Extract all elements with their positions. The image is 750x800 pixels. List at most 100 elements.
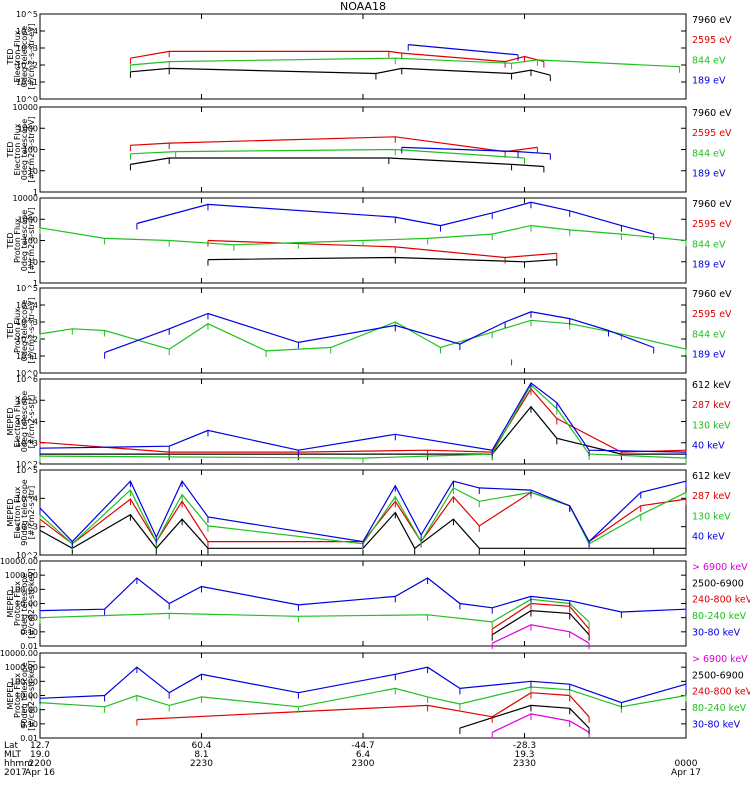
legend-entry: 240-800 keV xyxy=(692,595,750,606)
series-line xyxy=(491,624,590,644)
y-axis-label: Electron Flux xyxy=(13,30,22,82)
y-tick-label: 10^4 xyxy=(16,27,38,36)
series-line xyxy=(130,67,551,76)
y-axis-label: TED xyxy=(6,322,15,339)
y-axis-label: MEPED xyxy=(6,408,15,436)
y-tick-label: 10^3 xyxy=(16,318,38,327)
series-line xyxy=(491,609,590,636)
y-tick-label: 100 xyxy=(23,146,38,155)
y-axis-label: [#/cm2-s-str-eV] xyxy=(27,297,36,363)
chart-title: NOAA18 xyxy=(340,0,386,13)
series-line xyxy=(207,256,557,263)
x-tick-label: Apr 16 xyxy=(25,768,55,778)
y-tick-label: 10^2 xyxy=(16,551,38,560)
y-axis-label: MEPED xyxy=(6,590,15,618)
x-tick-label: Apr 17 xyxy=(671,768,701,778)
y-tick-label: 10^6 xyxy=(16,375,38,384)
y-axis-label: Proton Flux xyxy=(13,218,22,263)
legend-entry: 287 keV xyxy=(692,400,731,411)
y-tick-label: 10 xyxy=(28,258,38,267)
x-tick-label: 6.4 xyxy=(356,750,371,760)
legend-entry: 287 keV xyxy=(692,491,731,502)
x-tick-label: 19.3 xyxy=(514,750,534,760)
x-row-label: hhmm xyxy=(4,759,33,769)
legend-entry: 844 eV xyxy=(692,148,726,159)
y-tick-label: 0.10 xyxy=(20,628,38,637)
legend-entry: 189 eV xyxy=(692,76,726,87)
y-axis-label: 0deg telescope xyxy=(20,210,29,271)
x-tick-label: 2300 xyxy=(352,759,375,769)
x-tick-label: -44.7 xyxy=(351,741,374,751)
legend-entry: 2595 eV xyxy=(692,309,732,320)
legend-entry: 130 keV xyxy=(692,420,731,431)
x-tick-label: 0000 xyxy=(675,759,698,769)
y-tick-label: 10^3 xyxy=(16,439,38,448)
y-tick-label: 10000.00 xyxy=(0,557,38,566)
y-axis-label: Electron Flux xyxy=(13,123,22,175)
y-tick-label: 10000 xyxy=(13,194,38,203)
x-tick-label: 19.0 xyxy=(30,750,50,760)
legend-entry: 844 eV xyxy=(692,239,726,250)
legend-entry: 844 eV xyxy=(692,329,726,340)
series-line xyxy=(39,319,687,352)
y-tick-label: 10^4 xyxy=(16,301,38,310)
y-axis-label: [#/cm2-s-str-keV] xyxy=(27,568,36,639)
legend-entry: 2500-6900 xyxy=(692,670,744,681)
y-tick-label: 10^3 xyxy=(16,44,38,53)
legend-entry: 7960 eV xyxy=(692,108,732,119)
y-tick-label: 0.10 xyxy=(20,720,38,729)
series-line xyxy=(408,44,519,56)
y-tick-label: 100.00 xyxy=(10,677,38,686)
series-line xyxy=(207,239,557,259)
legend-entry: 2595 eV xyxy=(692,35,732,46)
series-line xyxy=(130,157,544,168)
legend-entry: 130 keV xyxy=(692,511,731,522)
y-axis-label: [#/cm2-s-str-eV] xyxy=(27,116,36,182)
y-tick-label: 10^5 xyxy=(16,284,38,293)
y-axis-label: TED xyxy=(6,141,15,158)
y-tick-label: 10 xyxy=(28,167,38,176)
series-line xyxy=(491,713,590,733)
y-axis-label: TED xyxy=(6,232,15,249)
y-axis-label: 90deg telescope xyxy=(20,479,29,546)
y-tick-label: 10000.00 xyxy=(0,649,38,658)
x-tick-label: -28.3 xyxy=(513,741,536,751)
y-axis-label: [#/cm2-s-str] xyxy=(27,486,36,539)
series-line xyxy=(130,136,538,153)
y-axis-label: [#/cm2-s-str-keV] xyxy=(27,660,36,731)
y-tick-label: 10^1 xyxy=(16,78,38,87)
y-axis-label: MEPED xyxy=(6,682,15,710)
legend-entry: 30-80 keV xyxy=(692,627,741,638)
y-axis-label: 90deg telescope xyxy=(20,662,29,729)
y-tick-label: 10^0 xyxy=(16,95,38,104)
legend-entry: 240-800 keV xyxy=(692,687,750,698)
y-tick-label: 10^2 xyxy=(16,61,38,70)
y-tick-label: 10^4 xyxy=(16,494,38,503)
y-axis-label: Proton Flux xyxy=(13,308,22,353)
y-tick-label: 10^5 xyxy=(16,10,38,19)
x-tick-label: 2200 xyxy=(29,759,52,769)
series-line xyxy=(491,602,590,630)
y-axis-label: 0deg telescope xyxy=(20,573,29,634)
series-line xyxy=(39,598,590,623)
y-tick-label: 10^1 xyxy=(16,352,38,361)
legend-entry: 2595 eV xyxy=(692,219,732,230)
legend-entry: 2595 eV xyxy=(692,128,732,139)
legend-entry: 189 eV xyxy=(692,260,726,271)
series-line xyxy=(39,382,687,453)
y-tick-label: 10^3 xyxy=(16,523,38,532)
y-axis-label: TED xyxy=(6,48,15,65)
legend-entry: > 6900 keV xyxy=(692,562,748,573)
legend-entry: 612 keV xyxy=(692,380,731,391)
series-line xyxy=(39,480,687,543)
y-axis-label: Proton Flux xyxy=(13,673,22,718)
y-tick-label: 0.01 xyxy=(20,734,38,743)
y-axis-label: Proton Flux xyxy=(13,581,22,626)
y-tick-label: 10^4 xyxy=(16,418,38,427)
y-tick-label: 1000 xyxy=(18,124,38,133)
series-line xyxy=(39,577,687,613)
y-tick-label: 1000.00 xyxy=(5,571,38,580)
legend-entry: 2500-6900 xyxy=(692,578,744,589)
y-tick-label: 1 xyxy=(33,188,38,197)
